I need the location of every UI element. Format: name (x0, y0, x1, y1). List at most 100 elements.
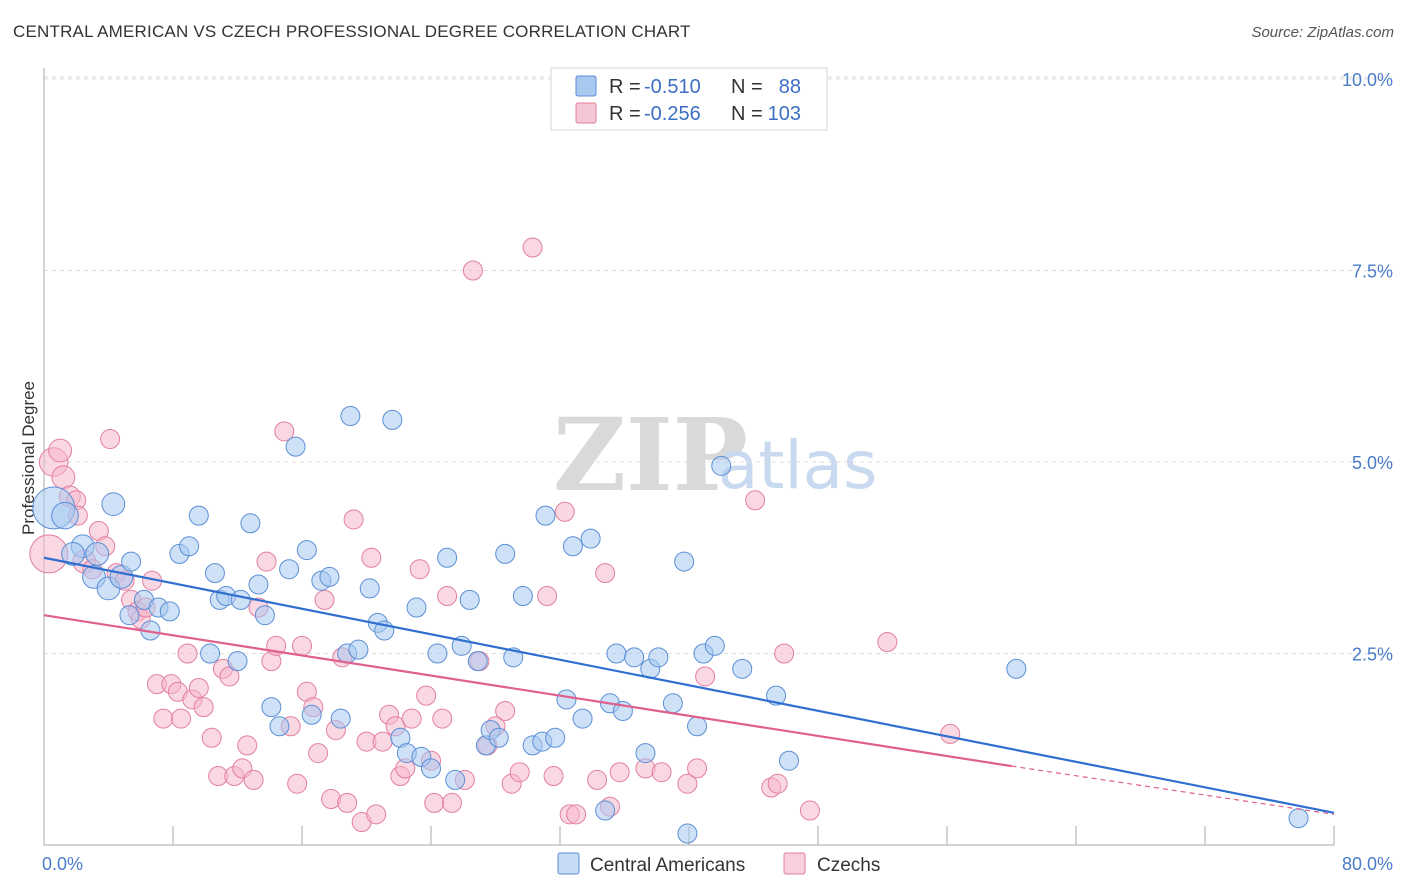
czechs-point (337, 792, 358, 813)
central-americans-point (427, 643, 448, 664)
central-americans-point (580, 528, 601, 549)
czechs-point (767, 773, 788, 794)
series-legend: Central Americans Czechs (557, 852, 880, 876)
central-americans-point (711, 455, 732, 476)
source-label: Source: ZipAtlas.com (1251, 24, 1394, 41)
bottom-legend-label-central-americans: Central Americans (590, 855, 745, 876)
czechs-point (416, 685, 437, 706)
central-americans-point (279, 559, 300, 580)
czechs-point (361, 547, 382, 568)
czechs-point (537, 586, 558, 607)
legend-r-value-1: -0.510 (644, 76, 701, 98)
central-americans-point (495, 543, 516, 564)
axes: 2.5% 5.0% 7.5% 10.0% 0.0% 80.0% (42, 68, 1393, 874)
czechs-point (372, 731, 393, 752)
legend-n-value-1: 88 (779, 76, 801, 98)
central-americans-point (248, 574, 269, 595)
legend-n-label-1: N = (731, 76, 763, 98)
central-americans-point (732, 658, 753, 679)
czechs-point (274, 421, 295, 442)
stats-legend: R = -0.510 N = 88 R = -0.256 N = 103 (550, 67, 828, 131)
central-americans-point (635, 743, 656, 764)
czechs-point (495, 700, 516, 721)
bottom-legend-label-czechs: Czechs (817, 855, 880, 876)
central-americans-point (121, 551, 142, 572)
central-americans-point (662, 693, 683, 714)
czechs-point (256, 551, 277, 572)
czechs-point (677, 773, 698, 794)
central-americans-point (512, 586, 533, 607)
central-americans-point (319, 566, 340, 587)
central-americans-point (269, 716, 290, 737)
central-americans-point (179, 536, 200, 557)
czechs-point (432, 708, 453, 729)
bottom-legend-swatch-czechs (783, 852, 806, 875)
y-tick-label: 2.5% (1352, 645, 1393, 665)
central-americans-point (119, 605, 140, 626)
central-americans-point (648, 647, 669, 668)
czechs-point (308, 743, 329, 764)
czechs-point (243, 769, 264, 790)
czechs-point (51, 465, 76, 490)
czechs-point (237, 735, 258, 756)
czechs-point (566, 804, 587, 825)
central-americans-point (595, 800, 616, 821)
czechs-point (554, 501, 575, 522)
czechs-point (543, 766, 564, 787)
czechs-point (366, 804, 387, 825)
czechs-point (877, 632, 898, 653)
czechs-trend-line (43, 614, 1012, 768)
czechs-point (171, 708, 192, 729)
central-americans-point (488, 727, 509, 748)
central-americans-point (677, 823, 698, 844)
czechs-point (153, 708, 174, 729)
czechs-point (774, 643, 795, 664)
czechs-point (177, 643, 198, 664)
central-americans-point (778, 750, 799, 771)
central-americans-point (1006, 658, 1027, 679)
watermark-zip: ZIP (553, 396, 748, 514)
central-americans-point (51, 501, 79, 530)
central-americans-point (562, 536, 583, 557)
central-americans-point (606, 643, 627, 664)
czechs-point (193, 697, 214, 718)
czechs-point (424, 792, 445, 813)
legend-r-label-2: R = (609, 103, 641, 125)
central-americans-point (227, 651, 248, 672)
central-americans-point (545, 727, 566, 748)
central-americans-point (101, 492, 126, 517)
central-americans-point (556, 689, 577, 710)
czechs-trend-line-extension (1011, 765, 1335, 815)
legend-swatch-czechs (575, 102, 597, 124)
central-americans-point (704, 635, 725, 656)
czechs-point (48, 438, 73, 463)
watermark-atlas: atlas (718, 427, 878, 504)
czechs-point (100, 429, 121, 450)
y-tick-label: 7.5% (1352, 262, 1393, 282)
czechs-point (509, 762, 530, 783)
central-americans-point (340, 406, 361, 427)
chart-title: CENTRAL AMERICAN VS CZECH PROFESSIONAL D… (13, 22, 691, 41)
central-americans-point (204, 563, 225, 584)
central-americans-point (459, 589, 480, 610)
central-americans-point (200, 643, 221, 664)
central-americans-point (159, 601, 180, 622)
czechs-point (587, 769, 608, 790)
central-americans-point (285, 436, 306, 457)
czechs-point (462, 260, 483, 281)
central-americans-point (359, 578, 380, 599)
stats-legend-box (550, 67, 828, 131)
czechs-point (609, 762, 630, 783)
y-tick-label: 10.0% (1342, 70, 1393, 90)
central-americans-point (467, 651, 488, 672)
central-americans-point (230, 589, 251, 610)
central-americans-point (296, 540, 317, 561)
czechs-point (745, 490, 766, 511)
gridlines (44, 76, 1395, 654)
central-americans-point (330, 708, 351, 729)
czechs-point (409, 559, 430, 580)
czechs-point (651, 762, 672, 783)
central-americans-point (301, 704, 322, 725)
czechs-point (401, 708, 422, 729)
central-americans-point (421, 758, 441, 779)
